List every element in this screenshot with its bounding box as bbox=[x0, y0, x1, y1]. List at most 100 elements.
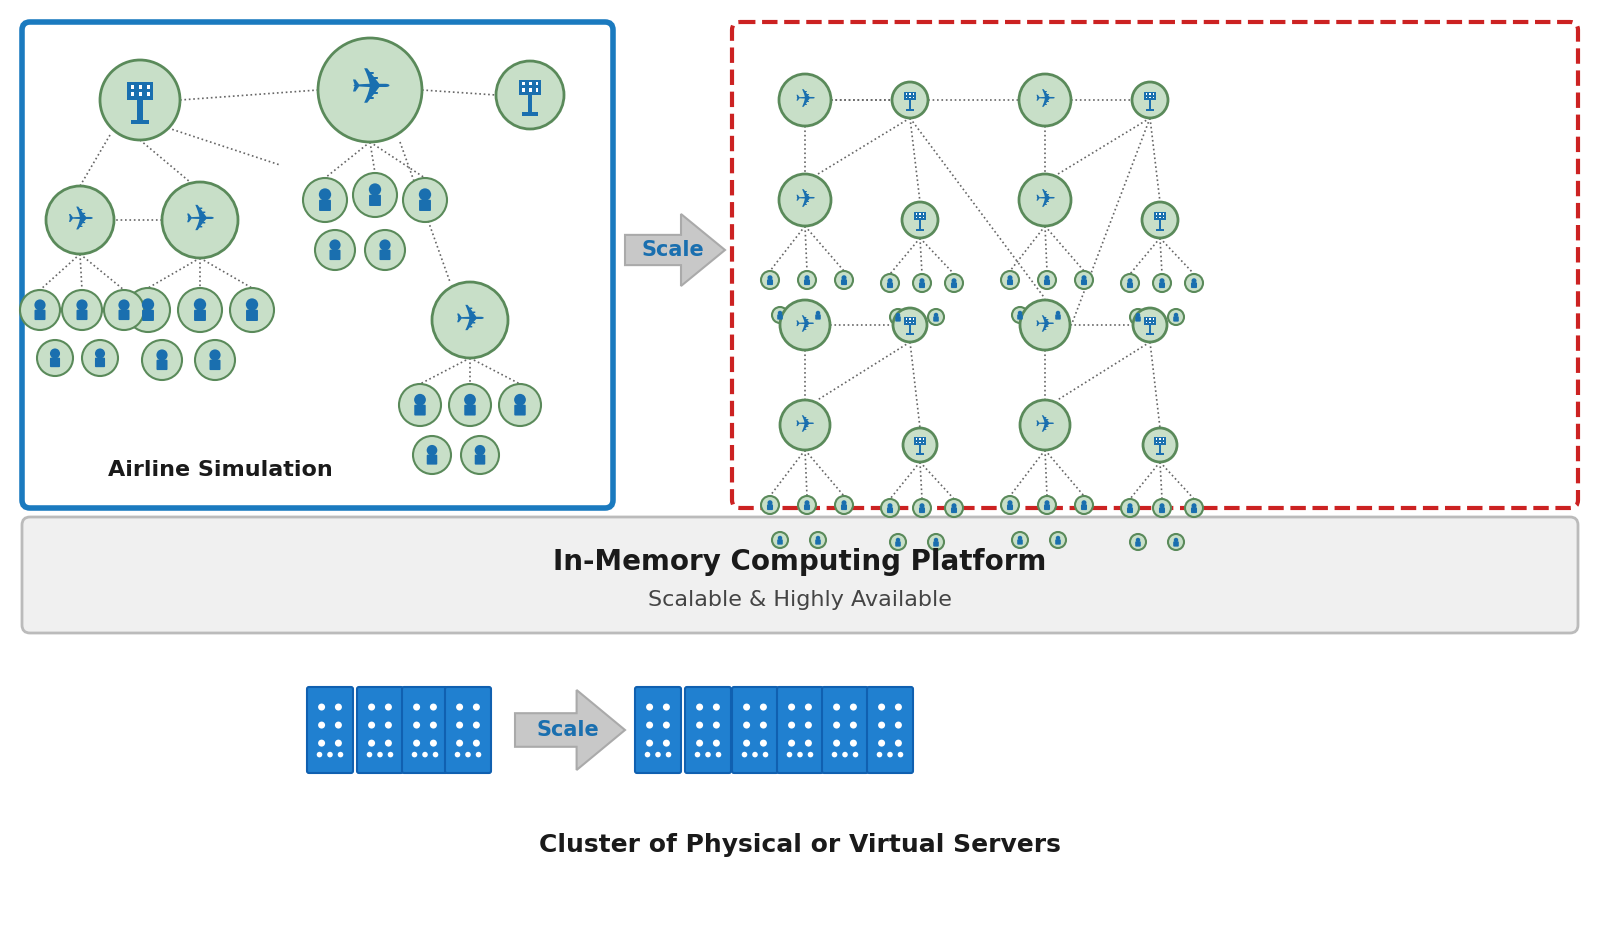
FancyBboxPatch shape bbox=[886, 282, 893, 288]
Circle shape bbox=[1168, 309, 1184, 325]
Circle shape bbox=[334, 704, 342, 710]
Text: Scale: Scale bbox=[642, 240, 704, 260]
Circle shape bbox=[914, 274, 931, 292]
FancyBboxPatch shape bbox=[950, 507, 957, 513]
Circle shape bbox=[1136, 537, 1141, 542]
Circle shape bbox=[760, 704, 766, 710]
Circle shape bbox=[94, 348, 106, 359]
Circle shape bbox=[886, 752, 893, 758]
Circle shape bbox=[646, 722, 653, 728]
Circle shape bbox=[696, 740, 702, 746]
Circle shape bbox=[787, 752, 792, 758]
FancyBboxPatch shape bbox=[427, 455, 437, 465]
Bar bbox=[139, 92, 142, 96]
Text: ✈: ✈ bbox=[795, 313, 814, 337]
Circle shape bbox=[413, 704, 421, 710]
FancyBboxPatch shape bbox=[822, 687, 867, 773]
Circle shape bbox=[1122, 499, 1139, 517]
FancyBboxPatch shape bbox=[842, 504, 846, 510]
Circle shape bbox=[920, 503, 925, 508]
Circle shape bbox=[902, 202, 938, 238]
Circle shape bbox=[771, 307, 787, 323]
FancyBboxPatch shape bbox=[1190, 507, 1197, 513]
Circle shape bbox=[779, 74, 830, 126]
Circle shape bbox=[896, 537, 901, 542]
Circle shape bbox=[798, 496, 816, 514]
Circle shape bbox=[742, 704, 750, 710]
Circle shape bbox=[77, 299, 88, 311]
FancyBboxPatch shape bbox=[50, 358, 61, 367]
Circle shape bbox=[1050, 532, 1066, 548]
Circle shape bbox=[934, 537, 938, 542]
Circle shape bbox=[413, 722, 421, 728]
Circle shape bbox=[768, 275, 773, 280]
Circle shape bbox=[514, 394, 526, 406]
Circle shape bbox=[318, 188, 331, 200]
Circle shape bbox=[805, 275, 810, 280]
Circle shape bbox=[1075, 496, 1093, 514]
Circle shape bbox=[19, 290, 61, 330]
Circle shape bbox=[317, 752, 322, 758]
FancyBboxPatch shape bbox=[1006, 279, 1013, 285]
FancyBboxPatch shape bbox=[77, 310, 88, 320]
Circle shape bbox=[714, 740, 720, 746]
Circle shape bbox=[413, 436, 451, 474]
Circle shape bbox=[461, 436, 499, 474]
Circle shape bbox=[894, 740, 902, 746]
Bar bbox=[1146, 109, 1154, 111]
Circle shape bbox=[318, 740, 325, 746]
FancyBboxPatch shape bbox=[778, 314, 782, 320]
Bar bbox=[1146, 333, 1154, 335]
Text: ✈: ✈ bbox=[795, 188, 816, 212]
Circle shape bbox=[878, 704, 885, 710]
FancyBboxPatch shape bbox=[94, 358, 106, 367]
Bar bbox=[904, 317, 915, 325]
Circle shape bbox=[318, 38, 422, 142]
Bar bbox=[1154, 212, 1166, 220]
Bar bbox=[126, 82, 154, 100]
Circle shape bbox=[178, 288, 222, 332]
Circle shape bbox=[430, 740, 437, 746]
Circle shape bbox=[318, 704, 325, 710]
FancyBboxPatch shape bbox=[1136, 316, 1141, 322]
Circle shape bbox=[456, 740, 462, 746]
FancyBboxPatch shape bbox=[766, 504, 773, 510]
Circle shape bbox=[1050, 307, 1066, 323]
Circle shape bbox=[1154, 274, 1171, 292]
FancyBboxPatch shape bbox=[307, 687, 354, 773]
Circle shape bbox=[816, 535, 821, 540]
Circle shape bbox=[805, 722, 811, 728]
Circle shape bbox=[413, 740, 421, 746]
FancyBboxPatch shape bbox=[402, 687, 448, 773]
Circle shape bbox=[771, 532, 787, 548]
Circle shape bbox=[1130, 309, 1146, 325]
Circle shape bbox=[706, 752, 710, 758]
Circle shape bbox=[419, 188, 430, 200]
FancyBboxPatch shape bbox=[318, 199, 331, 211]
Circle shape bbox=[694, 752, 701, 758]
Circle shape bbox=[842, 275, 846, 280]
Circle shape bbox=[894, 722, 902, 728]
FancyBboxPatch shape bbox=[118, 310, 130, 320]
Circle shape bbox=[99, 60, 179, 140]
Circle shape bbox=[789, 722, 795, 728]
Circle shape bbox=[778, 311, 782, 315]
FancyBboxPatch shape bbox=[816, 539, 821, 545]
Circle shape bbox=[368, 722, 374, 728]
FancyBboxPatch shape bbox=[142, 310, 154, 321]
Bar bbox=[522, 88, 525, 92]
FancyBboxPatch shape bbox=[867, 687, 914, 773]
FancyBboxPatch shape bbox=[514, 405, 526, 416]
Circle shape bbox=[894, 704, 902, 710]
Circle shape bbox=[1133, 82, 1168, 118]
Bar bbox=[518, 80, 541, 95]
Circle shape bbox=[334, 740, 342, 746]
FancyBboxPatch shape bbox=[246, 310, 258, 321]
FancyBboxPatch shape bbox=[22, 517, 1578, 633]
FancyBboxPatch shape bbox=[379, 249, 390, 260]
Circle shape bbox=[896, 312, 901, 317]
Circle shape bbox=[464, 394, 475, 406]
Circle shape bbox=[387, 752, 394, 758]
Circle shape bbox=[805, 740, 811, 746]
Circle shape bbox=[403, 178, 446, 222]
